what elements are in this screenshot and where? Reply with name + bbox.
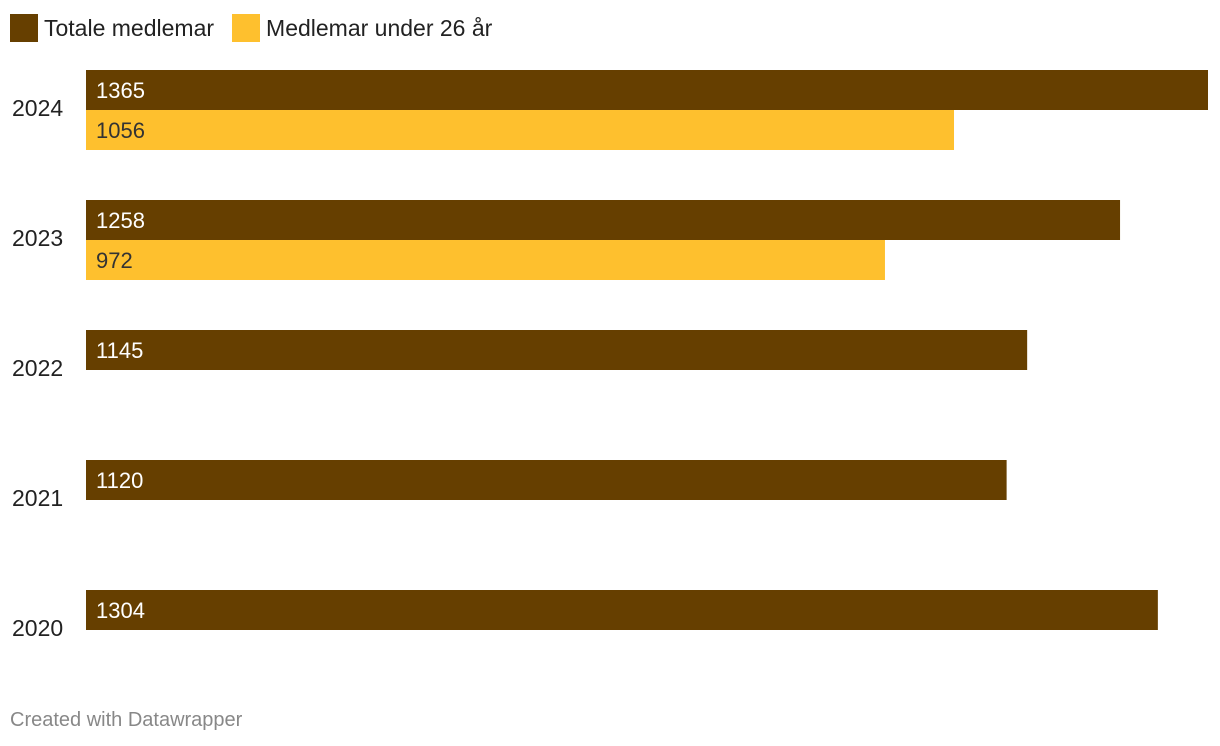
legend-label: Totale medlemar — [44, 14, 215, 41]
bar-value-label-2021-series-1: 1120 — [96, 468, 143, 493]
category-label-2021: 2021 — [12, 485, 63, 511]
bar-2023-series-2 — [86, 240, 885, 280]
category-label-2023: 2023 — [12, 225, 63, 251]
legend-item-1: Totale medlemar — [10, 14, 214, 42]
bar-value-label-2020-series-1: 1304 — [96, 598, 145, 623]
bar-2022-series-1 — [86, 330, 1028, 370]
legend-item-2: Medlemar under 26 år — [232, 14, 492, 42]
bar-value-label-2023-series-2: 972 — [96, 248, 133, 273]
bar-chart: 2024 1365 1056 2023 1258 972 2022 1145 2021 1120 2… — [12, 70, 1208, 641]
bar-value-label-2023-series-1: 1258 — [96, 208, 145, 233]
bar-value-label-2024-series-1: 1365 — [96, 78, 145, 103]
category-label-2022: 2022 — [12, 355, 63, 381]
bar-2023-series-1 — [86, 200, 1121, 240]
bar-value-label-2024-series-2: 1056 — [96, 118, 145, 143]
legend-swatch — [10, 14, 38, 42]
bar-2024-series-2 — [86, 110, 955, 150]
bar-2021-series-1 — [86, 460, 1007, 500]
credit-text[interactable]: Created with Datawrapper — [10, 709, 243, 731]
bar-2024-series-1 — [86, 70, 1208, 110]
legend: Totale medlemar Medlemar under 26 år — [10, 12, 510, 44]
legend-label: Medlemar under 26 år — [266, 14, 493, 41]
category-label-2024: 2024 — [12, 95, 63, 121]
bar-value-label-2022-series-1: 1145 — [96, 338, 143, 363]
category-label-2020: 2020 — [12, 615, 63, 641]
legend-swatch — [232, 14, 261, 42]
bar-2020-series-1 — [86, 590, 1158, 630]
